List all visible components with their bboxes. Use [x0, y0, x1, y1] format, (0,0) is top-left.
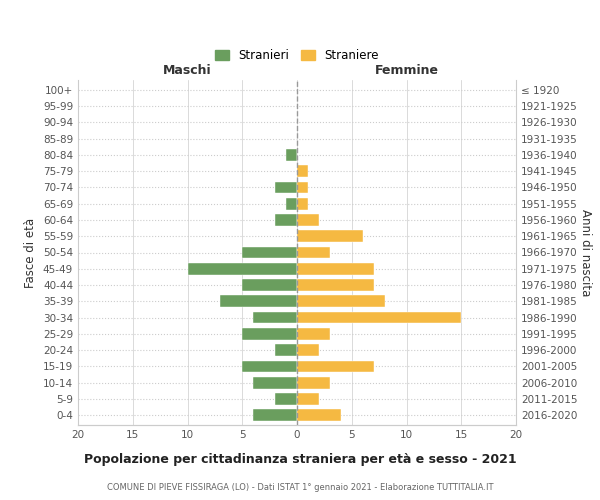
Y-axis label: Anni di nascita: Anni di nascita — [578, 209, 592, 296]
Bar — [242, 328, 297, 340]
Bar — [297, 360, 374, 372]
Bar — [242, 360, 297, 372]
Bar — [297, 328, 330, 340]
Bar — [220, 296, 297, 307]
Bar — [275, 182, 297, 194]
Bar — [297, 198, 308, 209]
Bar — [275, 214, 297, 226]
Text: Maschi: Maschi — [163, 64, 212, 76]
Bar — [297, 296, 385, 307]
Bar — [297, 214, 319, 226]
Bar — [242, 279, 297, 291]
Bar — [297, 410, 341, 421]
Bar — [253, 312, 297, 324]
Bar — [253, 410, 297, 421]
Bar — [297, 230, 362, 242]
Legend: Stranieri, Straniere: Stranieri, Straniere — [210, 44, 384, 67]
Bar — [297, 263, 374, 274]
Bar — [297, 312, 461, 324]
Bar — [297, 182, 308, 194]
Y-axis label: Fasce di età: Fasce di età — [25, 218, 37, 288]
Text: COMUNE DI PIEVE FISSIRAGA (LO) - Dati ISTAT 1° gennaio 2021 - Elaborazione TUTTI: COMUNE DI PIEVE FISSIRAGA (LO) - Dati IS… — [107, 482, 493, 492]
Bar — [297, 246, 330, 258]
Bar — [275, 344, 297, 356]
Bar — [187, 263, 297, 274]
Bar — [286, 198, 297, 209]
Text: Femmine: Femmine — [374, 64, 439, 76]
Bar — [297, 344, 319, 356]
Bar — [253, 377, 297, 388]
Bar — [286, 149, 297, 160]
Bar — [297, 279, 374, 291]
Bar — [297, 166, 308, 177]
Bar — [242, 246, 297, 258]
Bar — [275, 393, 297, 405]
Bar — [297, 393, 319, 405]
Text: Popolazione per cittadinanza straniera per età e sesso - 2021: Popolazione per cittadinanza straniera p… — [83, 452, 517, 466]
Bar — [297, 377, 330, 388]
